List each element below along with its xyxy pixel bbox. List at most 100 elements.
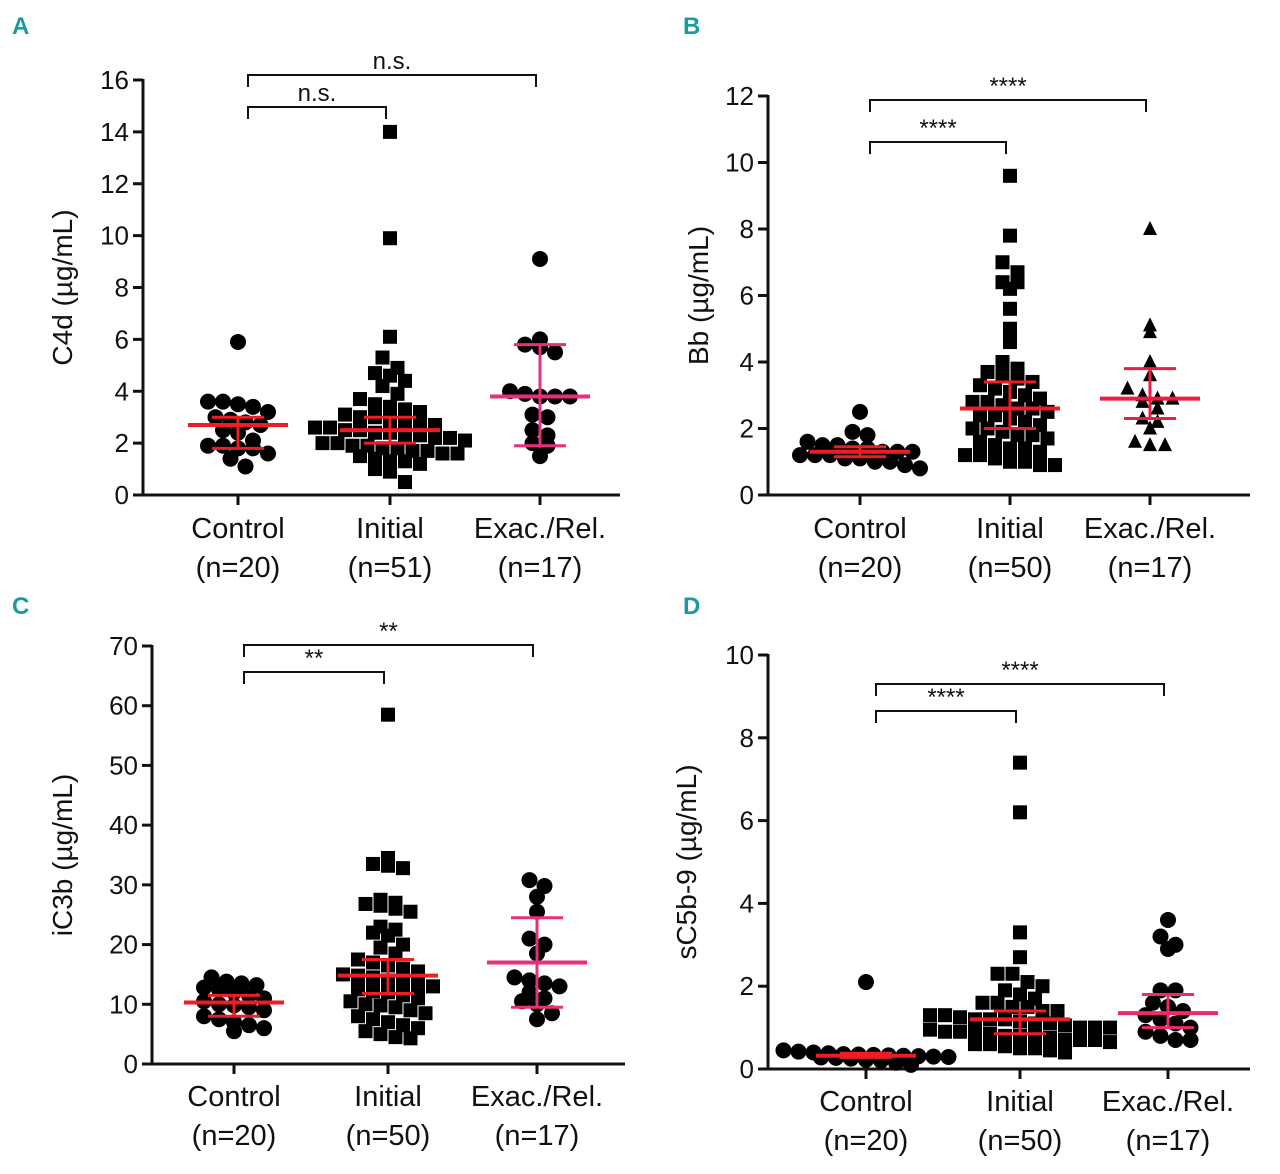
data-point bbox=[1143, 420, 1157, 435]
data-point bbox=[983, 1037, 997, 1052]
data-point bbox=[256, 1002, 272, 1019]
data-point bbox=[988, 381, 1002, 396]
data-point bbox=[551, 978, 568, 995]
data-point bbox=[506, 969, 523, 986]
data-point bbox=[1182, 1032, 1199, 1049]
y-tick-label: 6 bbox=[740, 806, 754, 836]
data-point bbox=[388, 1030, 403, 1045]
data-point bbox=[792, 447, 808, 464]
data-point bbox=[375, 379, 390, 394]
data-point bbox=[1150, 413, 1165, 428]
significance-label: **** bbox=[919, 115, 956, 142]
significance-bracket bbox=[875, 710, 1017, 723]
data-point bbox=[222, 450, 239, 467]
data-point bbox=[413, 456, 427, 471]
data-point bbox=[381, 1015, 395, 1030]
data-point bbox=[403, 1031, 418, 1046]
x-tick-label: Exac./Rel. bbox=[1084, 513, 1216, 545]
y-tick-label: 8 bbox=[740, 214, 754, 244]
data-point bbox=[358, 1024, 373, 1039]
data-point bbox=[256, 1020, 272, 1037]
data-point bbox=[852, 403, 868, 420]
significance-bracket bbox=[243, 671, 385, 684]
data-point bbox=[353, 410, 367, 425]
data-point bbox=[1018, 388, 1032, 403]
data-point bbox=[1120, 380, 1135, 395]
data-point bbox=[381, 707, 395, 722]
data-point bbox=[995, 368, 1010, 383]
data-point bbox=[237, 458, 254, 475]
data-point bbox=[368, 397, 382, 412]
data-point bbox=[398, 415, 412, 430]
y-tick-label: 6 bbox=[740, 281, 754, 311]
data-point bbox=[940, 1048, 957, 1065]
data-point bbox=[1143, 221, 1157, 235]
significance-label: **** bbox=[927, 684, 964, 711]
data-point bbox=[398, 373, 412, 388]
data-point bbox=[211, 1011, 227, 1028]
significance-bracket bbox=[869, 99, 1147, 112]
data-point bbox=[1033, 444, 1047, 459]
data-point bbox=[338, 407, 352, 422]
data-point bbox=[938, 1008, 952, 1023]
data-point bbox=[958, 448, 972, 463]
data-point bbox=[420, 443, 435, 458]
data-point bbox=[1103, 1035, 1117, 1050]
x-tick-n-label: (n=20) bbox=[818, 552, 903, 584]
x-tick-n-label: (n=51) bbox=[348, 552, 433, 584]
data-point bbox=[1018, 441, 1032, 456]
x-tick-label: Initial bbox=[356, 513, 424, 545]
data-point bbox=[524, 422, 541, 439]
significance-label: **** bbox=[989, 73, 1026, 100]
data-point bbox=[897, 457, 913, 474]
data-point bbox=[383, 124, 397, 139]
data-point bbox=[529, 888, 545, 905]
data-point bbox=[1013, 950, 1027, 965]
data-point bbox=[1010, 371, 1025, 386]
data-point bbox=[368, 462, 382, 477]
data-point bbox=[844, 423, 861, 440]
data-point bbox=[396, 1018, 410, 1033]
x-tick-n-label: (n=20) bbox=[824, 1125, 909, 1157]
x-tick-n-label: (n=17) bbox=[495, 1120, 580, 1152]
panel-c: C 0 10 20 30 40 50 60 70 iC3b (µg/mL) Control (n=20… bbox=[12, 593, 625, 1152]
x-tick-n-label: (n=17) bbox=[1108, 552, 1193, 584]
data-point bbox=[1073, 1033, 1087, 1048]
data-point bbox=[1013, 805, 1027, 820]
y-axis-label: Bb (µg/mL) bbox=[683, 226, 714, 365]
data-point bbox=[903, 1056, 919, 1073]
y-tick-label: 60 bbox=[109, 691, 138, 721]
data-point bbox=[390, 386, 405, 401]
data-point bbox=[398, 454, 412, 469]
x-tick-n-label: (n=20) bbox=[196, 552, 281, 584]
data-point bbox=[998, 983, 1012, 998]
data-point bbox=[1028, 1028, 1042, 1043]
panel-letter: C bbox=[12, 593, 29, 620]
x-tick-label: Exac./Rel. bbox=[471, 1081, 603, 1113]
data-point bbox=[226, 1023, 242, 1040]
data-point bbox=[1158, 437, 1172, 452]
data-point bbox=[990, 966, 1005, 981]
significance-label: **** bbox=[1001, 657, 1038, 684]
data-point bbox=[353, 392, 367, 407]
y-tick-label: 0 bbox=[124, 1049, 138, 1079]
data-point bbox=[837, 450, 853, 467]
data-point bbox=[965, 394, 980, 409]
data-point bbox=[904, 443, 921, 460]
y-tick-label: 40 bbox=[109, 810, 138, 840]
data-point bbox=[807, 447, 823, 464]
data-point bbox=[521, 872, 538, 889]
data-point bbox=[988, 451, 1002, 466]
data-point bbox=[373, 1027, 388, 1042]
x-tick-label: Control bbox=[813, 513, 907, 545]
data-point bbox=[775, 1042, 792, 1059]
y-tick-label: 30 bbox=[109, 870, 138, 900]
data-point bbox=[1018, 454, 1032, 469]
data-point bbox=[524, 406, 541, 423]
y-tick-label: 10 bbox=[725, 148, 754, 178]
y-tick-label: 50 bbox=[109, 750, 138, 780]
data-point bbox=[1145, 994, 1161, 1011]
panel-b: B 0 2 4 6 8 10 12 Bb (µg/mL) Control (n=20) Initial… bbox=[683, 13, 1250, 584]
data-point bbox=[1048, 458, 1062, 473]
panel-a: A 0 2 4 6 8 10 12 14 16 C4d (µg/mL) Control (n=20) In… bbox=[12, 13, 620, 584]
